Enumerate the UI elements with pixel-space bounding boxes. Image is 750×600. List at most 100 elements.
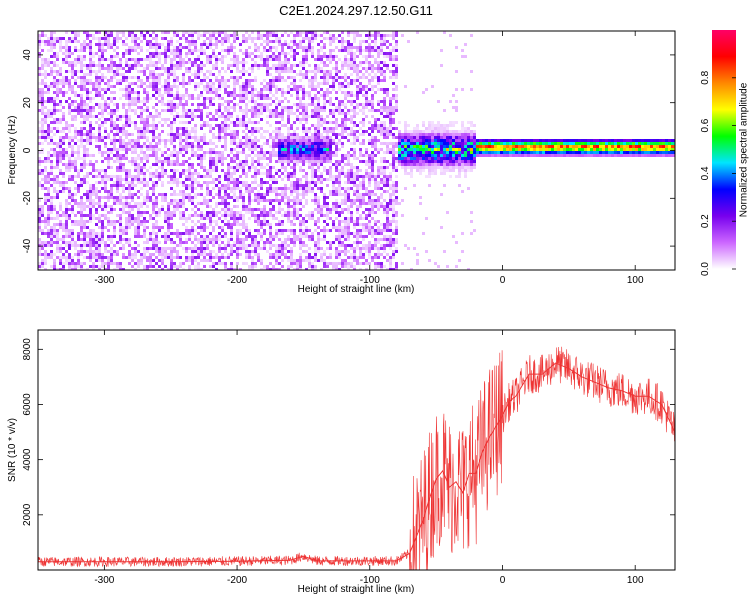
heatmap-cell — [161, 262, 164, 265]
heatmap-cell — [137, 91, 140, 94]
heatmap-cell — [299, 154, 302, 157]
heatmap-cell — [326, 139, 329, 142]
heatmap-cell — [260, 34, 263, 37]
heatmap-cell — [281, 151, 284, 154]
heatmap-cell — [281, 253, 284, 256]
heatmap-cell — [281, 157, 284, 160]
heatmap-cell — [92, 106, 95, 109]
heatmap-cell — [221, 43, 224, 46]
heatmap-cell — [38, 241, 41, 244]
heatmap-cell — [311, 160, 314, 163]
heatmap-cell — [191, 166, 194, 169]
heatmap-cell — [239, 190, 242, 193]
heatmap-cell — [59, 205, 62, 208]
heatmap-cell — [332, 139, 335, 142]
heatmap-cell — [302, 205, 305, 208]
heatmap-cell — [341, 142, 344, 145]
heatmap-cell — [296, 214, 299, 217]
heatmap-cell — [182, 112, 185, 115]
heatmap-cell — [53, 223, 56, 226]
heatmap-cell — [218, 160, 221, 163]
heatmap-cell — [101, 58, 104, 61]
heatmap-cell — [80, 184, 83, 187]
heatmap-cell — [128, 115, 131, 118]
heatmap-cell — [203, 217, 206, 220]
heatmap-cell — [122, 205, 125, 208]
heatmap-cell — [242, 145, 245, 148]
heatmap-cell — [281, 43, 284, 46]
heatmap-cell — [287, 130, 290, 133]
heatmap-cell — [179, 145, 182, 148]
heatmap-cell — [164, 196, 167, 199]
heatmap-cell — [278, 175, 281, 178]
heatmap-cell — [251, 214, 254, 217]
heatmap-cell — [107, 193, 110, 196]
heatmap-cell — [113, 262, 116, 265]
heatmap-cell — [317, 103, 320, 106]
heatmap-cell — [65, 259, 68, 262]
heatmap-cell — [158, 67, 161, 70]
heatmap-cell — [170, 202, 173, 205]
heatmap-cell — [215, 112, 218, 115]
heatmap-cell — [239, 196, 242, 199]
heatmap-cell — [116, 139, 119, 142]
heatmap-cell — [188, 214, 191, 217]
heatmap-cell — [179, 46, 182, 49]
heatmap-cell — [179, 211, 182, 214]
heatmap-cell — [263, 220, 266, 223]
heatmap-cell — [170, 88, 173, 91]
heatmap-cell — [173, 193, 176, 196]
heatmap-cell — [287, 109, 290, 112]
heatmap-cell — [68, 259, 71, 262]
heatmap-cell — [146, 136, 149, 139]
heatmap-cell — [77, 130, 80, 133]
heatmap-cell — [167, 163, 170, 166]
heatmap-cell — [188, 175, 191, 178]
heatmap-cell — [170, 262, 173, 265]
heatmap-cell — [110, 70, 113, 73]
heatmap-cell — [338, 223, 341, 226]
heatmap-cell — [164, 85, 167, 88]
heatmap-cell — [287, 106, 290, 109]
heatmap-cell — [278, 76, 281, 79]
heatmap-cell — [89, 133, 92, 136]
heatmap-cell — [59, 70, 62, 73]
heatmap-cell — [104, 109, 107, 112]
heatmap-cell — [98, 67, 101, 70]
heatmap-cell — [119, 214, 122, 217]
heatmap-cell — [179, 214, 182, 217]
heatmap-cell — [137, 142, 140, 145]
heatmap-cell — [206, 199, 209, 202]
heatmap-cell — [89, 115, 92, 118]
heatmap-cell — [182, 46, 185, 49]
heatmap-cell — [215, 241, 218, 244]
heatmap-cell — [254, 253, 257, 256]
heatmap-cell — [305, 55, 308, 58]
heatmap-cell — [317, 154, 320, 157]
heatmap-cell — [38, 67, 41, 70]
heatmap-cell — [161, 37, 164, 40]
heatmap-cell — [56, 178, 59, 181]
heatmap-cell — [194, 64, 197, 67]
heatmap-cell — [332, 265, 335, 268]
heatmap-cell — [278, 136, 281, 139]
heatmap-cell — [308, 184, 311, 187]
heatmap-cell — [113, 268, 116, 270]
heatmap-cell — [260, 148, 263, 151]
heatmap-cell — [158, 58, 161, 61]
heatmap-cell — [176, 91, 179, 94]
heatmap-cell — [44, 157, 47, 160]
heatmap-cell — [131, 196, 134, 199]
heatmap-cell — [197, 157, 200, 160]
heatmap-cell — [185, 217, 188, 220]
heatmap-cell — [122, 52, 125, 55]
heatmap-cell — [95, 31, 98, 34]
heatmap-cell — [173, 73, 176, 76]
heatmap-cell — [317, 124, 320, 127]
heatmap-cell — [80, 127, 83, 130]
heatmap-cell — [47, 235, 50, 238]
heatmap-cell — [113, 49, 116, 52]
heatmap-cell — [284, 256, 287, 259]
heatmap-cell — [191, 181, 194, 184]
heatmap-cell — [50, 34, 53, 37]
